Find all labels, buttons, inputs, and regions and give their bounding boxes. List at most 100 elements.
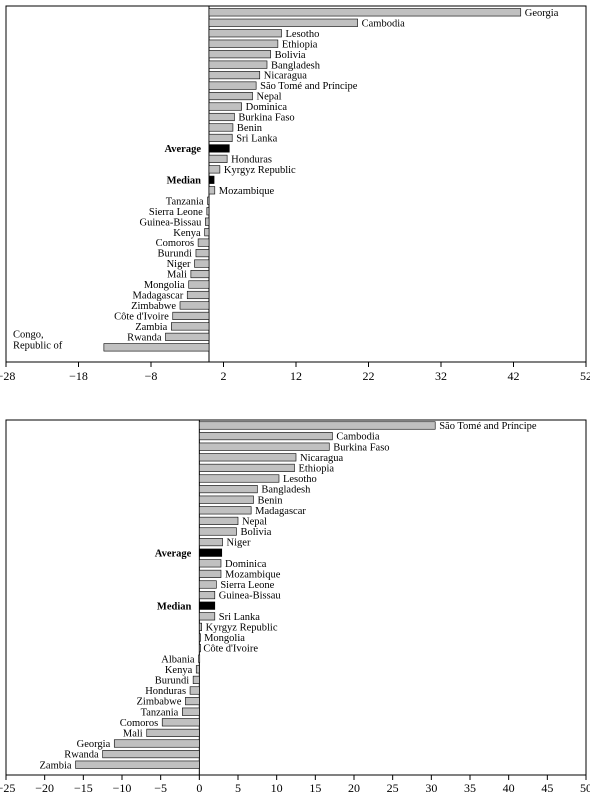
x-tick-label: −25 [0, 781, 15, 795]
bar-country [208, 133, 233, 142]
bar-label: Benin [237, 123, 263, 134]
x-tick-label: 0 [196, 781, 202, 795]
bar-country [165, 332, 210, 341]
bar-country [188, 280, 210, 289]
bar-label: Sierra Leone [220, 580, 274, 591]
bar-label: Comoros [120, 718, 159, 729]
bar-label: Nicaragua [300, 453, 343, 464]
bar-label: Zambia [40, 760, 72, 771]
x-tick-label: −15 [74, 781, 93, 795]
bar-country [199, 442, 330, 451]
bar-country [195, 249, 210, 258]
bar-label: Burkina Faso [333, 442, 389, 453]
bar-country [199, 453, 297, 462]
bar-highlight [199, 548, 223, 557]
bar-label: Honduras [231, 154, 272, 165]
x-tick-label: 12 [290, 369, 302, 383]
chart-panel-education: Georgia Cambodia LesothoEthiopiaBoliviaBan… [0, 5, 590, 383]
bar-label: Congo, Republic of [13, 329, 63, 351]
plot-frame [5, 419, 587, 776]
bar-label: Côte d'Ivoire [203, 644, 258, 655]
bar-label: Guinea-Bissau [219, 591, 282, 602]
x-tick-label: 2 [221, 369, 227, 383]
bar-label: Bangladesh [271, 60, 321, 71]
bar-label: Lesotho [283, 474, 317, 485]
bar-label: Kyrgyz Republic [224, 165, 296, 176]
bar-country [199, 591, 216, 600]
bar-country [199, 421, 436, 430]
bar-country [199, 516, 239, 525]
bar-label: Mongolia [144, 280, 185, 291]
bar-label: Burundi [155, 676, 190, 687]
x-tick-label: −18 [69, 369, 88, 383]
bar-highlight [208, 175, 215, 184]
bar-country [199, 474, 280, 483]
bar-label: Guinea-Bissau [140, 217, 203, 228]
bar-label: Georgia [525, 8, 559, 19]
bar-label: Rwanda [127, 332, 162, 343]
bar-label: Mali [167, 270, 187, 281]
bar-label: Zambia [135, 322, 167, 333]
bar-label: Bolivia [275, 50, 306, 61]
bar-label: Nepal [257, 92, 282, 103]
bar-country [199, 485, 258, 494]
bar-label-line: Congo, [13, 329, 44, 340]
bar-label: Mongolia [204, 633, 245, 644]
bar-country [208, 39, 279, 48]
bar-country [199, 495, 254, 504]
bar-label: São Tomé and Príncipe [260, 81, 358, 92]
x-tick-label: 25 [387, 781, 399, 795]
bar-label-line: Republic of [13, 340, 63, 351]
bar-label: Ethiopia [282, 39, 318, 50]
bar-country [208, 8, 522, 17]
bar-country [199, 538, 223, 547]
x-tick-label: 15 [309, 781, 321, 795]
bar-country [208, 60, 268, 69]
bar-label: Burundi [158, 249, 193, 260]
bar-country [199, 559, 222, 568]
bar-country [199, 506, 252, 515]
bar-country [179, 301, 210, 310]
summary-label: Average [155, 548, 192, 559]
bar-label: Sri Lanka [236, 134, 277, 145]
bar-label: Côte d'Ivoire [114, 312, 169, 323]
bar-country [208, 81, 257, 90]
bar-label: São Tomé and Príncipe [439, 421, 537, 432]
bar-label: Mali [123, 729, 143, 740]
bar-highlight [208, 144, 230, 153]
bar-label: Kyrgyz Republic [206, 623, 278, 634]
bar-country [75, 760, 200, 769]
x-tick-label: 35 [464, 781, 476, 795]
bar-country [146, 728, 200, 737]
bar-highlight [199, 601, 216, 610]
x-tick-label: 10 [271, 781, 283, 795]
bar-label: Honduras [145, 686, 186, 697]
bar-label: Dominica [225, 559, 267, 570]
bar-country [195, 665, 200, 674]
bar-country [192, 675, 200, 684]
bar-country [204, 228, 210, 237]
bar-country [208, 102, 242, 111]
bar-country [198, 654, 201, 663]
bar-label: Rwanda [64, 750, 99, 761]
bar-label: Zimbabwe [137, 697, 182, 708]
bar-country [199, 569, 222, 578]
bar-label: Sri Lanka [219, 612, 260, 623]
bar-country [199, 527, 237, 536]
bar-label: Cambodia [362, 18, 405, 29]
x-tick-label: 30 [425, 781, 437, 795]
bar-label: Kenya [173, 228, 201, 239]
bar-label: Niger [227, 538, 251, 549]
x-tick-label: 40 [503, 781, 515, 795]
bar-country [208, 112, 235, 122]
bar-country [103, 343, 210, 352]
bar-label: Cambodia [336, 432, 379, 443]
x-tick-label: 45 [541, 781, 553, 795]
bar-country [199, 580, 217, 589]
bar-country [161, 718, 200, 727]
bar-country [208, 123, 234, 132]
x-tick-label: 22 [363, 369, 375, 383]
x-tick-label: 42 [508, 369, 520, 383]
